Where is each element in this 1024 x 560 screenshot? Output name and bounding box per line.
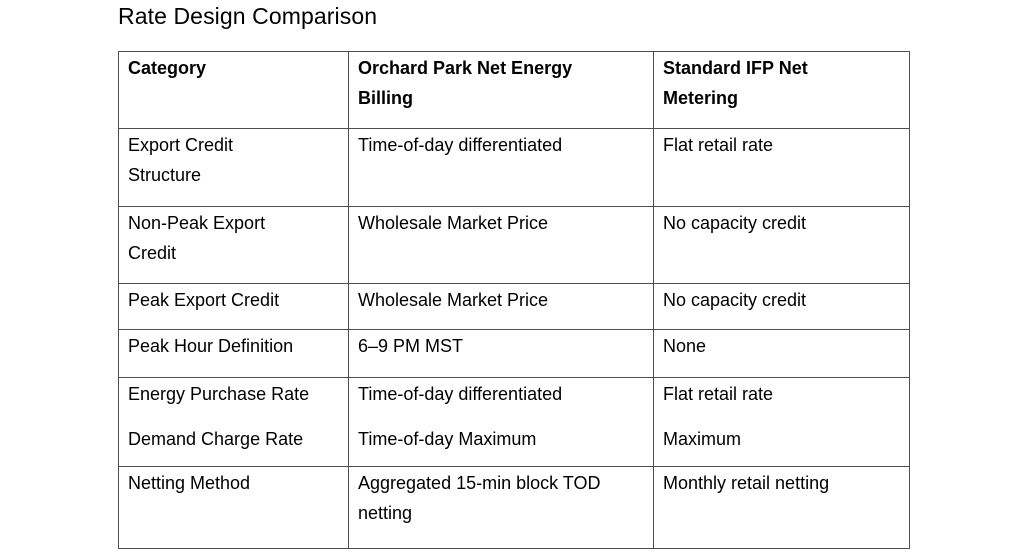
table-cell: Energy Purchase Rate Demand Charge Rate <box>118 377 349 467</box>
cell-text: Maximum <box>663 429 742 449</box>
table-cell: Aggregated 15-min block TOD netting <box>348 466 654 549</box>
table-cell: Wholesale Market Price <box>348 206 654 284</box>
table-row: Peak Export Credit Wholesale Market Price… <box>118 283 910 330</box>
table-cell: Flat retail rate <box>653 128 910 207</box>
header-cell: Orchard Park Net Energy Billing <box>348 51 654 129</box>
table-header: Category Orchard Park Net Energy Billing S… <box>118 51 910 129</box>
table-cell: Peak Export Credit <box>118 283 349 330</box>
cell-text: Category <box>128 58 207 78</box>
header-cell: Category <box>118 51 349 129</box>
table-cell: No capacity credit <box>653 206 910 284</box>
table-cell: Peak Hour Definition <box>118 329 349 378</box>
rate-design-comparison-table: Category Orchard Park Net Energy Billing S… <box>118 51 910 549</box>
cell-text: Aggregated 15-min block TOD netting <box>358 473 601 523</box>
cell-text: Time-of-day differentiated <box>358 135 563 155</box>
cell-text: Non-Peak Export Credit <box>128 213 266 263</box>
header-row: Category Orchard Park Net Energy Billing S… <box>118 51 910 129</box>
cell-text: Peak Export Credit <box>128 290 280 310</box>
cell-text: Flat retail rate <box>663 384 774 404</box>
cell-text: Peak Hour Definition <box>128 336 294 356</box>
table-cell: 6–9 PM MST <box>348 329 654 378</box>
table-row: Energy Purchase Rate Demand Charge Rate Ti… <box>118 377 910 467</box>
table-cell: Wholesale Market Price <box>348 283 654 330</box>
cell-text: Standard IFP Net Metering <box>663 58 808 108</box>
cell-text: No capacity credit <box>663 213 807 233</box>
cell-text: Monthly retail netting <box>663 473 830 493</box>
cell-text: Flat retail rate <box>663 135 774 155</box>
table-cell: Time-of-day differentiated Time-of-day Ma… <box>348 377 654 467</box>
table-body: Export Credit Structure Time-of-day diffe… <box>118 128 910 549</box>
cell-text: Time-of-day Maximum <box>358 429 537 449</box>
table-cell: Monthly retail netting <box>653 466 910 549</box>
table-cell: Netting Method <box>118 466 349 549</box>
cell-text: Wholesale Market Price <box>358 290 549 310</box>
cell-text: No capacity credit <box>663 290 807 310</box>
cell-text: None <box>663 336 707 356</box>
table-row: Non-Peak Export Credit Wholesale Market P… <box>118 206 910 284</box>
cell-text: Netting Method <box>128 473 251 493</box>
table-cell: No capacity credit <box>653 283 910 330</box>
cell-text: Time-of-day differentiated <box>358 384 563 404</box>
table-row: Peak Hour Definition 6–9 PM MST None <box>118 329 910 378</box>
table-row: Netting Method Aggregated 15-min block TO… <box>118 466 910 549</box>
cell-text: Energy Purchase Rate <box>128 384 310 404</box>
cell-text: Export Credit Structure <box>128 135 234 185</box>
page-title: Rate Design Comparison <box>118 3 378 29</box>
table-row: Export Credit Structure Time-of-day diffe… <box>118 128 910 207</box>
table-cell: Non-Peak Export Credit <box>118 206 349 284</box>
cell-text: Wholesale Market Price <box>358 213 549 233</box>
table-cell: None <box>653 329 910 378</box>
table-cell: Flat retail rate Maximum <box>653 377 910 467</box>
cell-text: Demand Charge Rate <box>128 429 304 449</box>
header-cell: Standard IFP Net Metering <box>653 51 910 129</box>
table-cell: Export Credit Structure <box>118 128 349 207</box>
table-cell: Time-of-day differentiated <box>348 128 654 207</box>
cell-text: Orchard Park Net Energy Billing <box>358 58 573 108</box>
cell-text: 6–9 PM MST <box>358 336 464 356</box>
